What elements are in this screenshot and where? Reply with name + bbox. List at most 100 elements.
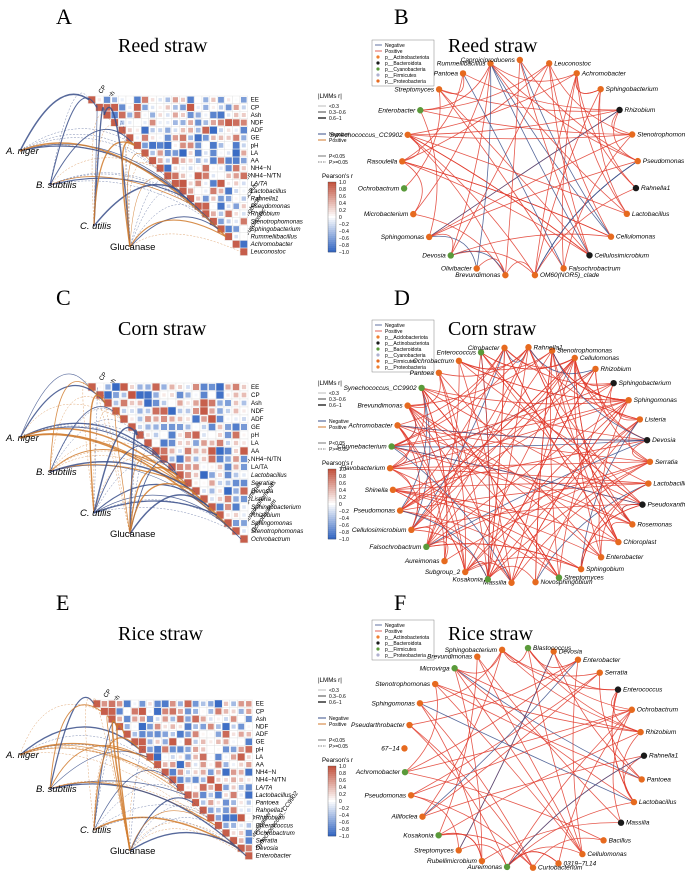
heat-cell [103, 96, 111, 103]
network-node-label: Sphingobacterium [619, 380, 672, 387]
heat-cell [234, 189, 239, 193]
heat-cell [247, 725, 251, 729]
heat-cell [230, 814, 238, 822]
colorbar-step [328, 806, 336, 809]
network-edge [454, 668, 583, 855]
row-label: LA/TA [256, 784, 273, 791]
heat-cell [242, 409, 246, 413]
source-a-niger: A. niger [5, 146, 40, 157]
network-legend-label: p__Actinobacteriota [385, 55, 429, 61]
network-edge [532, 837, 604, 868]
mantel-edge [19, 422, 162, 460]
colorbar-step [328, 483, 336, 486]
network-node-label: Aureimonas [466, 864, 502, 871]
heat-cell [215, 753, 222, 761]
network-edge [487, 347, 505, 580]
heat-cell [217, 480, 223, 486]
network-edge [501, 649, 641, 733]
network-edge [426, 399, 629, 548]
legend-r-label: 0.6−1 [329, 116, 342, 122]
network-legend-dot [376, 67, 380, 71]
heat-cell [209, 440, 215, 446]
heat-cell [240, 126, 248, 134]
network-node-label: Falsochrobactrum [369, 544, 422, 551]
network-edge [426, 461, 651, 548]
heat-cell [180, 158, 186, 163]
heat-cell [169, 738, 177, 746]
network-edge [450, 250, 536, 276]
network-node-label: Lactobacillus [653, 481, 685, 488]
row-label: pH [256, 746, 264, 753]
legend-sign-label: Positive [329, 722, 347, 728]
mantel-edge [49, 696, 95, 790]
heat-cell [158, 121, 162, 125]
row-label: Stenotrophomonas [251, 528, 303, 535]
row-label: NH4−N/TN [256, 777, 286, 784]
mantel-edge [129, 822, 231, 852]
heat-cell [201, 440, 207, 446]
network-node [473, 265, 480, 272]
heat-cell [240, 423, 248, 431]
heat-cell [139, 731, 146, 738]
heat-cell [162, 393, 166, 397]
heat-cell [184, 738, 192, 746]
mantel-edge [89, 394, 106, 514]
network-node [586, 252, 593, 259]
heat-cell [224, 487, 232, 495]
heat-cell [147, 731, 153, 738]
network-edge [389, 467, 418, 530]
network-node [508, 579, 515, 586]
heat-cell [195, 127, 201, 133]
network-reed: NegativePositivep__Actinobacteriotap__Ba… [330, 39, 685, 279]
heat-cell [187, 96, 194, 104]
heat-cell [162, 433, 166, 437]
heat-cell [210, 142, 217, 149]
heat-cell [246, 701, 252, 707]
heat-cell [156, 164, 164, 172]
heat-cell [192, 431, 200, 439]
network-node [634, 157, 641, 165]
heat-cell [245, 829, 252, 837]
network-node [597, 85, 604, 93]
source-b-subtilis: B. subtilis [36, 784, 77, 795]
heat-cell [176, 783, 184, 791]
network-edge [407, 134, 627, 215]
row-label: NH4−N/TN [251, 173, 281, 180]
colorbar-step [328, 499, 336, 502]
network-edge [598, 89, 628, 215]
network-edge [506, 755, 645, 868]
network-node [478, 857, 486, 865]
heat-cell [240, 447, 248, 455]
heat-cell [171, 179, 179, 187]
heat-cell [124, 724, 130, 730]
network-node-label: Corynebacterium [337, 443, 387, 450]
colorbar-step [328, 808, 336, 811]
heat-cell [246, 731, 252, 737]
network-node-label: Sphingobacterium [445, 647, 498, 654]
heat-cell [186, 401, 190, 405]
heat-cell [177, 776, 184, 783]
heat-cell [95, 103, 103, 111]
heat-cell [238, 838, 244, 843]
heat-cell [142, 104, 148, 111]
heat-cell [245, 768, 253, 776]
heat-cell [201, 732, 205, 736]
heat-cell [233, 104, 239, 110]
heat-cell [132, 716, 138, 722]
network-edge [407, 405, 466, 573]
heat-cell [200, 761, 206, 768]
source-a-niger: A. niger [5, 433, 40, 444]
network-edge [391, 382, 614, 447]
heat-cell [225, 195, 232, 202]
heat-cell [208, 807, 214, 813]
heat-cell [170, 701, 176, 707]
network-node [431, 680, 439, 688]
heat-cell [242, 189, 246, 193]
network-node [401, 768, 409, 776]
colorbar-step [328, 812, 336, 815]
mantel-edge [49, 128, 135, 186]
heat-cell [245, 837, 253, 844]
network-node [404, 402, 411, 409]
network-node-label: Microvirga [420, 665, 450, 672]
network-edge [551, 350, 619, 543]
